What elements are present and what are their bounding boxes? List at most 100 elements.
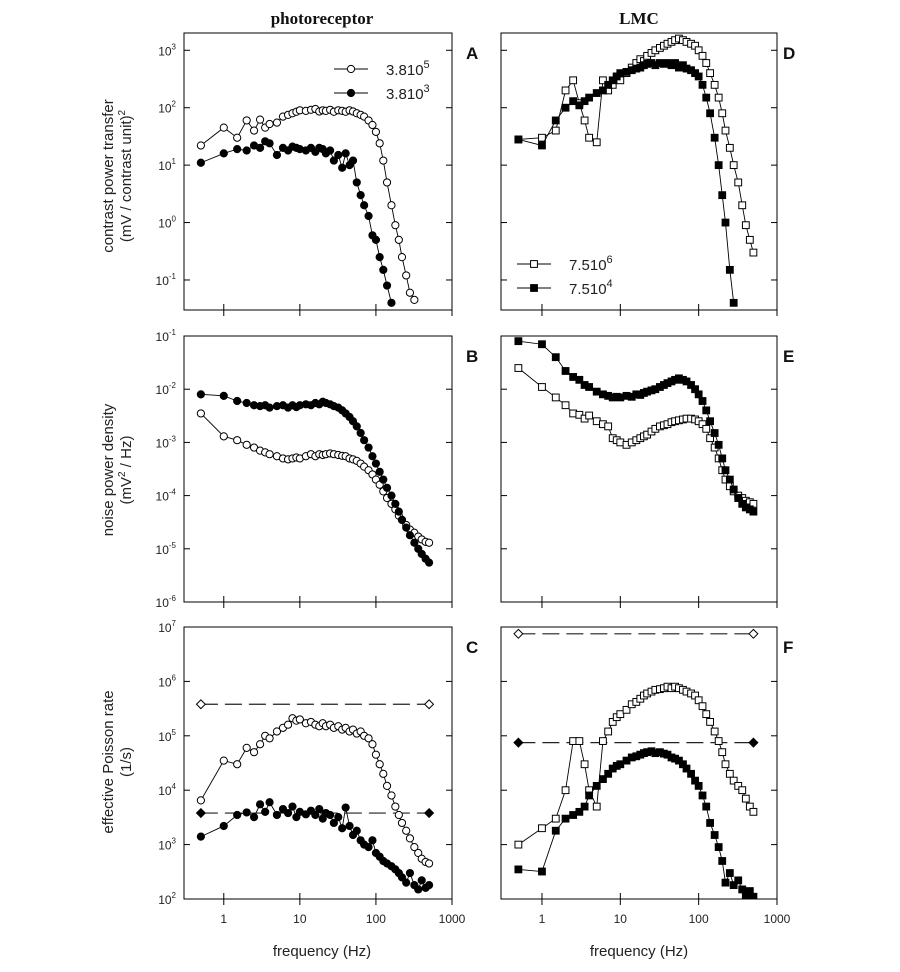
data-point <box>706 417 715 426</box>
data-point <box>233 810 242 820</box>
data-point <box>718 191 727 200</box>
data-point <box>219 149 228 158</box>
ylabel-poisson-line1: effective Poisson rate <box>100 690 117 833</box>
y-tick-label: 10-3 <box>156 434 177 450</box>
panel-b-data <box>196 390 434 567</box>
y-tick-label: 10-1 <box>156 272 177 288</box>
series-e-1 <box>514 337 758 516</box>
data-point <box>265 450 274 459</box>
data-point <box>219 391 228 400</box>
data-point <box>561 401 570 410</box>
legend-label: 7.5106 <box>569 254 613 274</box>
data-point <box>405 834 415 843</box>
panel-f-frame <box>500 626 778 900</box>
panel-d: D 7.5106 7.5104 <box>500 32 795 316</box>
y-tick-label: 10-1 <box>156 328 177 344</box>
y-tick-label: 104 <box>158 782 176 798</box>
column-title-photoreceptor: photoreceptor <box>271 9 374 28</box>
data-point <box>706 819 715 827</box>
data-point <box>585 411 594 420</box>
reference-marker <box>195 699 206 710</box>
data-point <box>682 764 691 773</box>
panel-letter-a: A <box>466 44 478 63</box>
x-tick-label: 1000 <box>764 912 791 926</box>
data-point <box>706 109 715 118</box>
y-tick-label: 103 <box>158 837 176 853</box>
data-point <box>326 810 335 820</box>
data-point <box>375 253 384 262</box>
data-point <box>698 80 707 89</box>
data-point <box>261 807 270 816</box>
data-point <box>364 443 373 452</box>
series-a-0 <box>196 104 419 304</box>
series-f-0 <box>514 682 758 849</box>
data-point <box>329 156 338 165</box>
data-point <box>417 876 426 885</box>
ylabel-transfer-line2: (mV / contrast unit)2 <box>117 109 135 242</box>
data-point <box>738 786 747 795</box>
data-point <box>569 97 578 106</box>
panel-c-frame <box>183 626 453 900</box>
y-tick-label: 107 <box>158 619 176 635</box>
data-point <box>382 781 392 790</box>
data-point <box>725 265 734 274</box>
x-tick-label: 1000 <box>439 912 466 926</box>
legend-a: 3.8105 3.8103 <box>334 59 430 103</box>
data-point <box>718 454 727 463</box>
series-f-1 <box>514 747 758 899</box>
data-point <box>356 428 365 438</box>
data-point <box>702 710 711 719</box>
panel-letter-e: E <box>783 347 794 366</box>
data-point <box>561 86 570 95</box>
data-point <box>371 459 381 468</box>
data-point <box>687 769 695 778</box>
data-point <box>718 748 727 757</box>
data-point <box>379 475 388 484</box>
panel-b-frame <box>183 335 453 603</box>
data-point <box>410 538 419 547</box>
data-point <box>569 76 578 85</box>
data-point <box>599 86 607 95</box>
x-tick-label: 100 <box>366 912 386 926</box>
data-point <box>599 775 607 783</box>
panel-e: E <box>500 335 794 608</box>
y-tick-label: 10-6 <box>156 594 177 610</box>
xlabel-right: frequency (Hz) <box>590 943 688 960</box>
panel-c-xaxis: 1 10 100 1000 <box>220 893 466 926</box>
data-point <box>387 791 396 800</box>
panels: A10-11001011021033.81053.8103B10-610-510… <box>156 32 795 926</box>
data-point <box>710 831 719 839</box>
panel-f-yaxis <box>501 626 777 900</box>
data-point <box>710 80 719 89</box>
data-point <box>272 118 282 127</box>
reference-marker <box>423 699 435 710</box>
data-point <box>233 436 242 445</box>
data-point <box>368 452 377 461</box>
series-b-0 <box>196 409 434 547</box>
y-tick-label: 103 <box>158 42 176 58</box>
data-point <box>341 803 350 812</box>
legend-label: 7.5104 <box>569 278 613 298</box>
data-point <box>364 211 373 221</box>
data-point <box>538 141 546 150</box>
data-point <box>219 756 228 765</box>
data-point <box>341 149 350 158</box>
data-point <box>714 737 723 745</box>
data-point <box>352 422 361 431</box>
data-point <box>702 424 711 433</box>
data-point <box>734 876 743 885</box>
data-point <box>725 869 734 877</box>
reference-marker <box>513 628 524 639</box>
ylabel-poisson: effective Poisson rate (1/s) <box>100 690 135 833</box>
data-point <box>379 156 388 165</box>
data-point <box>397 253 407 262</box>
series-c-1 <box>196 798 434 894</box>
data-point <box>714 440 723 449</box>
xlabel-left: frequency (Hz) <box>273 943 371 960</box>
x-tick-label: 100 <box>689 912 709 926</box>
data-point <box>368 740 377 749</box>
data-point <box>265 119 274 129</box>
data-point <box>352 826 361 835</box>
data-point <box>575 807 584 816</box>
panel-d-xaxis <box>541 304 778 316</box>
